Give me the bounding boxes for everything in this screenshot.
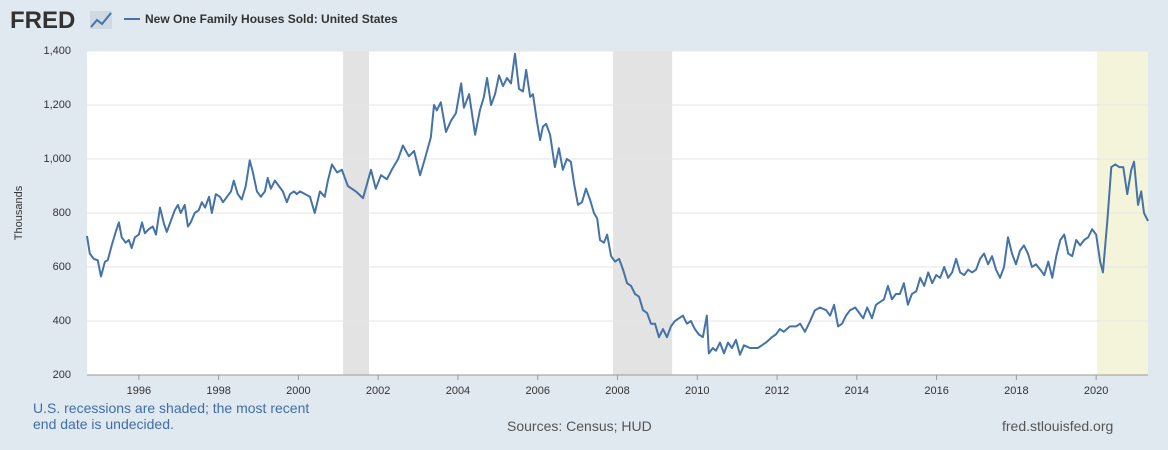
x-tick-label: 2012 (765, 385, 789, 397)
x-tick-label: 2016 (924, 385, 948, 397)
legend-label: New One Family Houses Sold: United State… (145, 12, 398, 26)
y-tick-label: 800 (53, 207, 71, 219)
x-tick-label: 2020 (1084, 385, 1108, 397)
y-tick-label: 1,000 (43, 153, 71, 165)
y-tick-label: 600 (53, 261, 71, 273)
y-axis-label: Thousands (13, 185, 25, 240)
x-tick-label: 2018 (1004, 385, 1028, 397)
x-tick-label: 2006 (525, 385, 549, 397)
x-tick-label: 1996 (127, 385, 151, 397)
x-tick-label: 2010 (685, 385, 709, 397)
x-tick-label: 2014 (845, 385, 869, 397)
x-tick-label: 2004 (446, 385, 470, 397)
x-tick-label: 2000 (286, 385, 310, 397)
source: Sources: Census; HUD (507, 418, 652, 434)
logo: FRED (10, 7, 75, 34)
x-tick-label: 2002 (366, 385, 390, 397)
y-tick-label: 200 (53, 369, 71, 381)
logo-icon (90, 11, 112, 29)
site-url: fred.stlouisfed.org (1002, 418, 1114, 434)
x-tick-label: 2008 (605, 385, 629, 397)
recession-note: U.S. recessions are shaded; the most rec… (33, 400, 310, 432)
y-tick-label: 1,400 (43, 45, 71, 57)
x-tick-label: 1998 (206, 385, 230, 397)
y-tick-label: 400 (53, 315, 71, 327)
series-line (86, 52, 1149, 356)
y-tick-label: 1,200 (43, 99, 71, 111)
